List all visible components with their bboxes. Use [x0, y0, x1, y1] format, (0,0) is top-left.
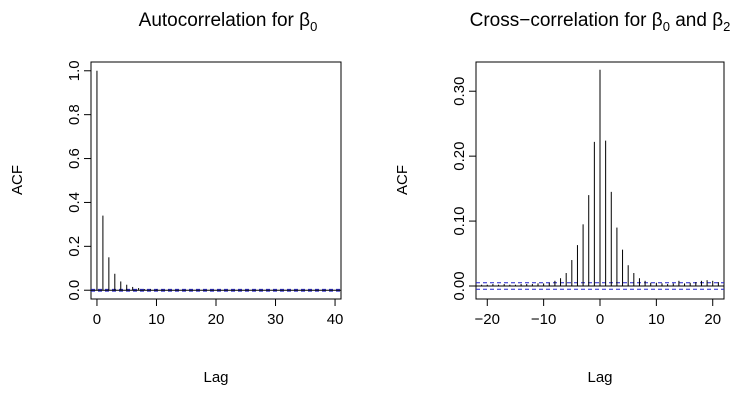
ccf-title: Cross−correlation for β0 and β2 — [470, 10, 731, 34]
ccf-confidence-band — [476, 282, 724, 290]
ccf-x-axis-title: Lag — [587, 369, 612, 386]
ccf-y-tick-label: 0.30 — [451, 77, 468, 106]
ccf-y-tick-label: 0.00 — [451, 271, 468, 300]
acf-bars — [91, 70, 341, 291]
acf-x-tick-label: 40 — [327, 311, 344, 328]
acf-plot-frame — [90, 61, 342, 300]
acf-y-axis: 0.0 0.2 0.4 0.6 0.8 1.0 — [66, 60, 91, 301]
acf-y-tick-label: 0.4 — [66, 192, 83, 213]
ccf-x-axis: −20 −10 0 10 20 — [475, 299, 721, 328]
acf-y-tick-label: 0.0 — [66, 280, 83, 301]
acf-y-tick-label: 0.8 — [66, 104, 83, 125]
ccf-x-tick-label: −20 — [475, 311, 500, 328]
ccf-y-axis-title: ACF — [394, 165, 411, 195]
acf-x-tick-label: 30 — [267, 311, 284, 328]
acf-y-axis-title: ACF — [9, 165, 26, 195]
ccf-y-axis: 0.00 0.10 0.20 0.30 — [451, 77, 476, 301]
acf-x-axis-title: Lag — [203, 369, 228, 386]
ccf-x-tick-label: −10 — [531, 311, 556, 328]
ccf-x-tick-label: 10 — [648, 311, 665, 328]
acf-x-axis: 0 10 20 30 40 — [93, 299, 344, 328]
acf-x-tick-label: 10 — [148, 311, 165, 328]
ccf-y-tick-label: 0.10 — [451, 206, 468, 235]
ccf-y-tick-label: 0.20 — [451, 142, 468, 171]
ccf-x-tick-label: 0 — [596, 311, 604, 328]
acf-y-tick-label: 0.6 — [66, 148, 83, 169]
ccf-bars — [476, 69, 724, 287]
ccf-panel: Cross−correlation for β0 and β2 −20 −10 0 1… — [394, 10, 730, 386]
ccf-x-tick-label: 20 — [704, 311, 721, 328]
acf-panel: Autocorrelation for β0 0 10 20 30 40 0.00.20… — [9, 10, 343, 386]
acf-y-tick-label: 0.2 — [66, 236, 83, 257]
acf-x-tick-label: 0 — [93, 311, 101, 328]
acf-y-tick-label: 1.0 — [66, 60, 83, 81]
acf-x-tick-label: 20 — [208, 311, 225, 328]
acf-title: Autocorrelation for β0 — [139, 10, 318, 34]
